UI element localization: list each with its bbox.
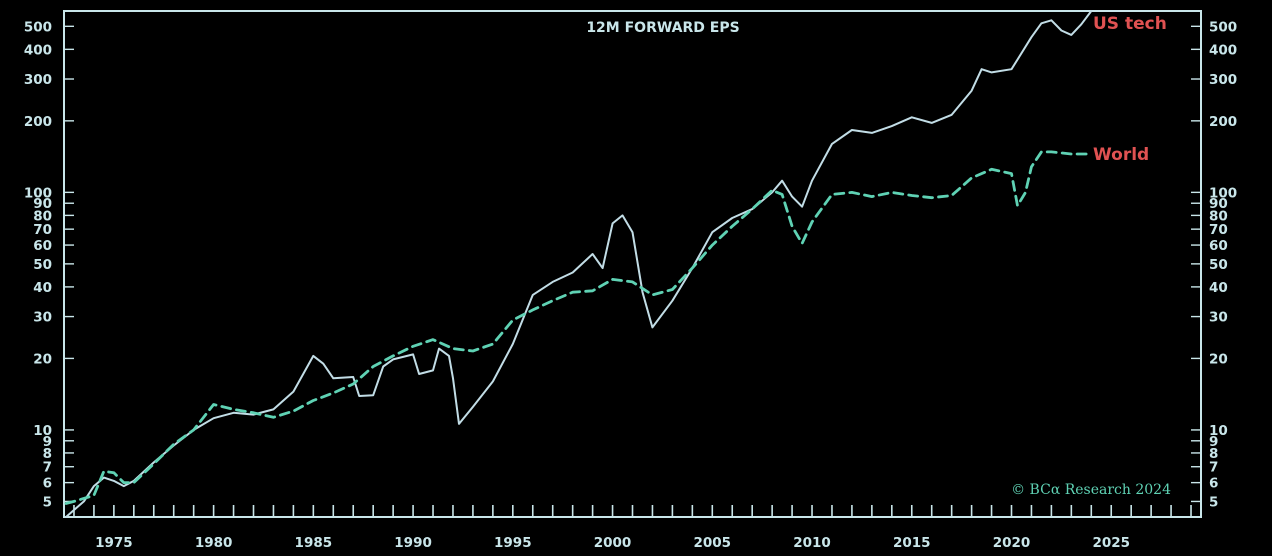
y-tick-label-right: 500 [1209,19,1237,35]
y-tick-label-left: 9 [43,434,52,450]
series-layer [64,10,1093,518]
y-tick-label-left: 10 [33,423,52,439]
x-axis: 1975 1980 1985 1990 1995 2000 2005 2010 2015 2020… [73,505,1192,551]
y-tick-label-left: 30 [33,310,52,326]
plot-frame [63,10,1202,518]
y-tick-label-left: 500 [24,19,52,35]
x-tick-label: 2005 [694,535,732,551]
y-tick-label-left: 100 [24,185,52,201]
y-tick-label-right: 20 [1209,351,1228,367]
copyright-text: © BCα Research 2024 [1011,482,1171,498]
y-tick-label-right: 90 [1209,196,1228,212]
y-tick-label-right: 9 [1209,434,1218,450]
y-tick-label-left: 200 [24,114,52,130]
y-tick-label-left: 300 [24,72,52,88]
chart-title: 12M FORWARD EPS [586,20,739,36]
x-tick-label: 2025 [1092,535,1130,551]
series-label-world: World [1093,145,1149,165]
y-tick-label-left: 70 [33,222,52,238]
y-tick-label-right: 6 [1209,476,1218,492]
y-tick-label-right: 70 [1209,222,1228,238]
y-tick-label-left: 80 [33,208,52,224]
x-tick-label: 1995 [494,535,532,551]
series-line-us-tech [65,10,1093,518]
y-tick-label-right: 300 [1209,72,1237,88]
y-tick-label-right: 100 [1209,185,1237,201]
y-tick-label-left: 6 [43,476,52,492]
y-tick-label-left: 20 [33,351,52,367]
y-tick-label-right: 60 [1209,238,1228,254]
y-tick-label-left: 400 [24,42,52,58]
y-tick-label-left: 40 [33,280,52,296]
y-tick-label-left: 90 [33,196,52,212]
x-tick-label: 1975 [95,535,133,551]
x-tick-label: 2015 [893,535,931,551]
x-tick-label: 2000 [594,535,632,551]
y-tick-label-right: 50 [1209,257,1228,273]
y-tick-label-left: 50 [33,257,52,273]
y-tick-label-right: 30 [1209,310,1228,326]
series-label-us-tech: US tech [1093,14,1167,34]
x-tick-label: 2020 [993,535,1031,551]
y-tick-label-left: 7 [43,460,52,476]
x-tick-label: 1985 [295,535,333,551]
x-tick-label: 1980 [195,535,233,551]
y-tick-label-right: 10 [1209,423,1228,439]
x-tick-label: 2010 [793,535,831,551]
y-tick-label-right: 5 [1209,494,1218,510]
y-tick-label-right: 7 [1209,460,1218,476]
y-tick-label-left: 8 [43,446,52,462]
series-line-world [64,150,1093,505]
series-labels: US tech World [1093,14,1167,165]
y-tick-label-left: 60 [33,238,52,254]
y-tick-label-left: 5 [43,494,52,510]
y-tick-label-right: 400 [1209,42,1237,58]
y-tick-label-right: 8 [1209,446,1218,462]
y-tick-label-right: 80 [1209,208,1228,224]
x-tick-label: 1990 [394,535,432,551]
y-tick-label-right: 40 [1209,280,1228,296]
y-tick-label-right: 200 [1209,114,1237,130]
